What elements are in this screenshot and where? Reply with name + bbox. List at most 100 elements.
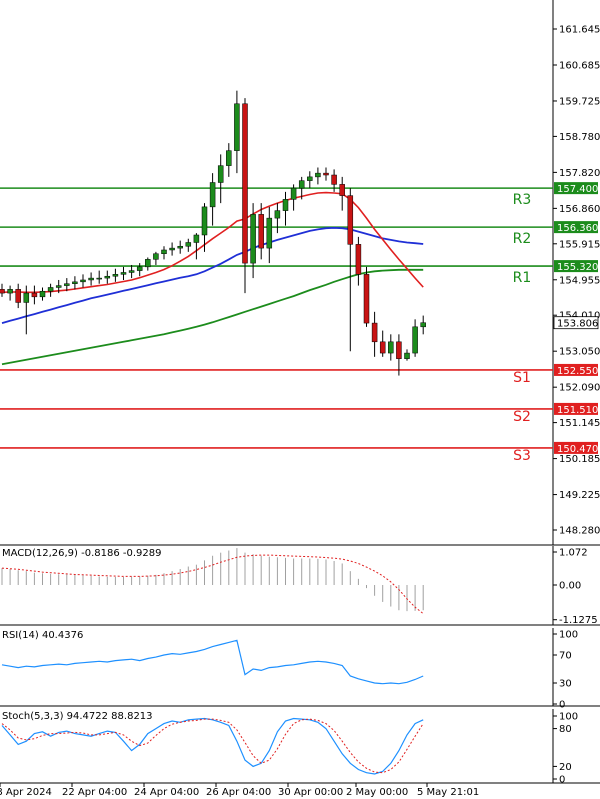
candle-body: [396, 341, 402, 359]
candle-body: [250, 214, 256, 264]
level-tag-value: 150.470: [557, 444, 598, 455]
candle-body: [290, 187, 297, 200]
stoch-main-line: [1, 717, 424, 775]
level-tag-value: 156.360: [557, 223, 598, 234]
candle-body: [404, 352, 410, 359]
level-tag-value: 157.400: [557, 184, 598, 195]
price-tick-label: 148.280: [559, 526, 600, 537]
candle-body: [258, 214, 264, 249]
candle-body: [0, 289, 5, 294]
price-tick-label: 156.860: [559, 204, 600, 215]
level-label-r1: R1: [513, 270, 532, 286]
time-axis: 18 Apr 2024 22 Apr 04:00 24 Apr 04:00 26 Ap…: [0, 783, 479, 798]
macd-tick-label: -1.1275: [559, 615, 598, 626]
candle-body: [128, 270, 135, 273]
stoch-tick-label: 0: [559, 775, 565, 786]
level-tag-bg: [554, 260, 598, 273]
level-tag-value: 152.550: [557, 366, 598, 377]
candle-body: [55, 285, 62, 288]
price-tick-label: 150.185: [559, 454, 600, 465]
stoch-label: Stoch(5,3,3) 94.4722 88.8213: [2, 711, 153, 722]
candle-body: [226, 150, 232, 166]
level-label-r3: R3: [513, 192, 532, 208]
macd-label: MACD(12,26,9) -0.8186 -0.9289: [2, 548, 162, 559]
candle-body: [355, 244, 362, 275]
candle-body: [331, 174, 337, 185]
macd-signal-line: [1, 554, 424, 614]
candle-body: [371, 322, 378, 343]
price-tick-label: 158.780: [559, 132, 600, 143]
macd-tick-label: 1.072: [559, 548, 588, 559]
level-tag-bg: [554, 221, 598, 234]
price-tick-label: 155.915: [559, 239, 600, 250]
level-tag-bg: [554, 441, 598, 454]
stoch-tick-label: 20: [559, 762, 572, 773]
candle-body: [388, 341, 394, 354]
price-tick-label: 149.225: [559, 490, 600, 501]
level-tag-bg: [554, 402, 598, 415]
time-tick-label: 5 May 21:01: [417, 787, 479, 798]
candle-body: [47, 287, 54, 292]
candle-body: [96, 277, 102, 280]
candle-body: [185, 242, 192, 247]
candle-body: [412, 326, 418, 354]
candle-body: [23, 292, 30, 303]
candle-body: [266, 217, 273, 249]
rsi-line: [1, 639, 424, 685]
price-tick-label: 153.050: [559, 347, 600, 358]
candle-body: [31, 292, 38, 298]
support-resistance-levels: R3 157.400 R2 156.360 R1 155.320 S1 152.550 S2 15…: [0, 182, 598, 464]
candle-body: [177, 245, 183, 249]
rsi-panel: RSI(14) 40.4376 100 70 30 0: [1, 630, 578, 711]
candle-body: [307, 176, 313, 181]
price-tick-label: 157.820: [559, 168, 600, 179]
price-tick-label: 161.645: [559, 25, 600, 36]
candle-body: [209, 182, 216, 208]
candle-body: [234, 103, 240, 151]
level-tag-bg: [554, 182, 598, 195]
ma-blue-line: [1, 226, 424, 324]
macd-panel: MACD(12,26,9) -0.8186 -0.9289 1.072 0.00 -1…: [1, 548, 598, 626]
level-tag-value: 151.510: [557, 405, 598, 416]
candle-body: [161, 249, 167, 254]
price-axis: 161.645 160.685 159.725 158.780 157.820 156.8…: [553, 25, 600, 537]
candle-body: [80, 279, 86, 283]
rsi-tick-label: 70: [559, 651, 572, 662]
candle-body: [282, 199, 289, 211]
candle-body: [274, 210, 281, 219]
candle-body: [217, 165, 224, 183]
time-tick-label: 22 Apr 04:00: [62, 787, 127, 798]
level-tag-bg: [554, 363, 598, 376]
price-tick-label: 152.090: [559, 383, 600, 394]
price-tick-label: 154.955: [559, 275, 600, 286]
current-price-tag: [553, 316, 599, 330]
current-price-value: 153.806: [557, 319, 598, 330]
level-label-r2: R2: [513, 231, 532, 247]
candlesticks: [0, 90, 426, 376]
rsi-tick-label: 30: [559, 679, 572, 690]
candle-body: [242, 103, 248, 264]
candle-body: [323, 172, 329, 176]
candle-body: [153, 253, 159, 260]
rsi-tick-label: 0: [559, 700, 565, 711]
candle-body: [315, 172, 321, 178]
candle-body: [193, 234, 200, 243]
candle-body: [15, 289, 21, 303]
time-tick-label: 26 Apr 04:00: [206, 787, 271, 798]
candle-body: [420, 322, 426, 328]
time-tick-label: 24 Apr 04:00: [134, 787, 199, 798]
ma-green-line: [1, 268, 424, 366]
candle-body: [7, 289, 13, 294]
price-tick-label: 154.010: [559, 311, 600, 322]
time-tick-label: 30 Apr 00:00: [278, 787, 343, 798]
time-tick-label: 18 Apr 2024: [0, 787, 52, 798]
candle-body: [72, 281, 78, 284]
time-tick-label: 2 May 00:00: [346, 787, 408, 798]
candle-body: [39, 290, 46, 298]
macd-tick-label: 0.00: [559, 581, 581, 592]
price-tick-label: 159.725: [559, 96, 600, 107]
candle-body: [112, 274, 119, 277]
